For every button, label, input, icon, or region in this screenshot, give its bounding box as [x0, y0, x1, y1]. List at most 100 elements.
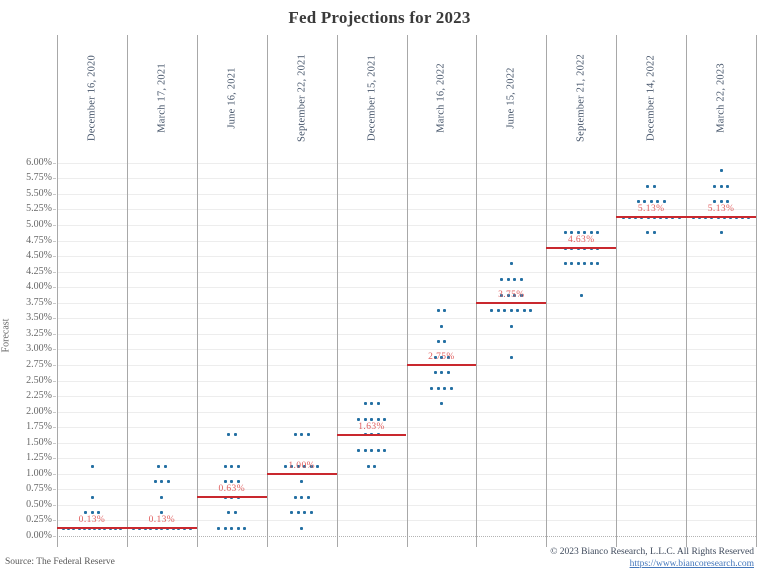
- y-tick-mark: [53, 162, 56, 164]
- projection-dot: [719, 169, 723, 173]
- y-tick-mark: [53, 271, 56, 273]
- y-tick-mark: [53, 504, 56, 506]
- projection-dot: [440, 355, 443, 359]
- y-tick-mark: [53, 427, 56, 429]
- projection-dot: [363, 449, 367, 452]
- projection-dot: [509, 309, 513, 312]
- source-note: Source: The Federal Reserve: [5, 557, 115, 567]
- projection-dot: [233, 433, 237, 437]
- projection-dot: [84, 511, 87, 515]
- projection-dot: [230, 480, 234, 484]
- y-tick-mark: [53, 349, 56, 351]
- column-separator: [546, 35, 548, 547]
- copyright-text: © 2023 Bianco Research, L.L.C. All Right…: [550, 547, 754, 557]
- y-tick-label: 1.50%: [26, 436, 52, 448]
- y-tick-mark: [53, 240, 56, 242]
- y-tick-label: 1.75%: [26, 421, 52, 433]
- website-link[interactable]: https://www.biancoresearch.com: [629, 559, 754, 569]
- median-label: 0.63%: [218, 483, 246, 494]
- projection-dot: [300, 433, 304, 437]
- projection-dot: [443, 340, 447, 344]
- projection-dot: [230, 526, 234, 530]
- projection-dot: [370, 402, 374, 406]
- projection-dot: [163, 464, 167, 468]
- projection-dot: [153, 480, 157, 484]
- projection-dot: [440, 324, 443, 328]
- projection-dot: [376, 449, 380, 452]
- y-tick-mark: [53, 225, 56, 226]
- projection-dot: [506, 277, 510, 281]
- projection-dot: [519, 277, 523, 281]
- y-tick-mark: [53, 287, 56, 289]
- y-tick-label: 4.25%: [26, 265, 52, 277]
- median-label: 0.13%: [148, 514, 176, 525]
- column-separator: [196, 35, 198, 547]
- column-separator: [406, 35, 408, 547]
- chart-title: Fed Projections for 2023: [288, 8, 471, 27]
- median-line: [196, 495, 267, 498]
- projection-dot: [519, 293, 523, 297]
- projection-dot: [513, 293, 517, 297]
- projection-dot: [357, 449, 361, 452]
- projection-dot: [522, 309, 526, 312]
- projection-dot: [490, 309, 494, 312]
- y-tick-mark: [53, 256, 56, 258]
- projection-dot: [227, 511, 230, 515]
- projection-dot: [316, 464, 320, 468]
- projection-dot: [646, 231, 650, 235]
- projection-dot: [646, 184, 650, 188]
- y-tick-mark: [53, 442, 56, 444]
- projection-dot: [662, 200, 666, 204]
- projection-dot: [436, 340, 440, 344]
- projection-dot: [433, 355, 437, 359]
- projection-dot: [303, 464, 307, 468]
- projection-dot: [383, 417, 387, 421]
- median-label: 1.00%: [288, 460, 315, 471]
- projection-dot: [296, 464, 300, 468]
- projection-dot: [436, 386, 440, 390]
- projection-dot: [430, 386, 434, 390]
- projection-dot: [296, 511, 300, 515]
- projection-dot: [443, 309, 447, 312]
- y-tick-mark: [53, 364, 56, 366]
- column-header: September 21, 2022: [575, 53, 587, 142]
- projection-dot: [223, 480, 227, 484]
- column-separator: [336, 35, 338, 547]
- column-header: December 15, 2021: [366, 54, 378, 141]
- projection-dot: [506, 293, 510, 297]
- projection-dot: [576, 262, 580, 266]
- y-tick-label: 0.00%: [26, 530, 52, 541]
- median-line: [266, 472, 337, 475]
- median-label: 4.63%: [567, 235, 595, 245]
- median-line: [686, 215, 756, 218]
- projection-dot: [440, 402, 443, 406]
- y-tick-label: 1.25%: [26, 452, 52, 464]
- projection-dot: [306, 495, 310, 499]
- median-line: [546, 247, 617, 249]
- projection-dot: [293, 495, 297, 499]
- y-tick-label: 3.25%: [26, 327, 52, 339]
- y-tick-mark: [53, 520, 56, 522]
- projection-dot: [719, 184, 723, 188]
- y-tick-label: 2.75%: [26, 358, 52, 370]
- y-tick-label: 1.00%: [26, 467, 52, 479]
- column-header: March 16, 2022: [435, 62, 447, 133]
- y-tick-mark: [53, 489, 56, 491]
- projection-dot: [652, 184, 656, 188]
- y-tick-mark: [53, 209, 56, 211]
- projection-dot: [300, 526, 304, 530]
- column-header: March 17, 2021: [156, 62, 168, 133]
- projection-dot: [503, 309, 507, 312]
- projection-dot: [303, 511, 307, 515]
- y-tick-label: 3.00%: [26, 343, 52, 355]
- projection-dot: [230, 464, 234, 468]
- projection-dot: [563, 262, 567, 266]
- y-tick-mark: [53, 318, 56, 320]
- projection-dot: [649, 200, 653, 204]
- projection-dot: [652, 231, 656, 235]
- y-tick-label: 0.25%: [26, 514, 52, 526]
- y-tick-mark: [53, 178, 56, 180]
- projection-dot: [90, 511, 94, 515]
- projection-dot: [366, 464, 370, 468]
